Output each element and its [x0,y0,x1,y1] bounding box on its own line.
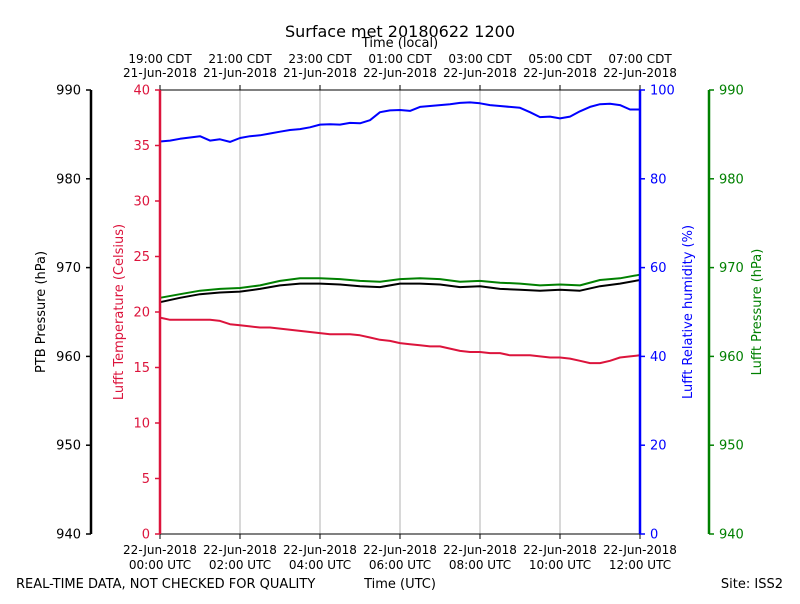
rh-tick-label: 100 [650,84,675,99]
ptb-tick-label: 970 [56,261,81,276]
lufft_p-tick-label: 960 [719,350,744,365]
x-tick-label-date: 22-Jun-2018 [123,543,197,557]
footer-right: Site: ISS2 [721,577,783,592]
top-tick-label-date: 22-Jun-2018 [603,66,677,80]
temp-tick-label: 15 [133,361,150,376]
x-tick-label-time: 04:00 UTC [289,558,351,572]
ptb-tick-label: 960 [56,350,81,365]
lufft_p-tick-label: 940 [719,528,744,543]
top-tick-label-time: 07:00 CDT [608,52,672,66]
gridlines [239,90,561,534]
temp-tick-label: 5 [142,472,150,487]
rh-tick-label: 20 [650,439,667,454]
lufft_p-tick-label: 970 [719,261,744,276]
x-tick-label-time: 10:00 UTC [529,558,591,572]
top-tick-label-time: 05:00 CDT [528,52,592,66]
ptb-tick-label: 980 [56,172,81,187]
ptb-tick-label: 950 [56,439,81,454]
rh-tick-label: 60 [650,261,667,276]
top-tick-label-date: 22-Jun-2018 [363,66,437,80]
lufft_p-tick-label: 950 [719,439,744,454]
rh-tick-label: 40 [650,350,667,365]
x-tick-label-time: 06:00 UTC [369,558,431,572]
lufft_p-tick-label: 990 [719,84,744,99]
rh-tick-label: 0 [650,528,658,543]
temp-tick-label: 25 [133,250,150,265]
x-tick-label-time: 12:00 UTC [609,558,671,572]
top-tick-label-date: 21-Jun-2018 [123,66,197,80]
x-tick-label-date: 22-Jun-2018 [283,543,357,557]
top-tick-label-date: 21-Jun-2018 [203,66,277,80]
x-tick-label-date: 22-Jun-2018 [203,543,277,557]
x-axis-label: Time (UTC) [363,577,436,592]
x-tick-label-time: 08:00 UTC [449,558,511,572]
ptb-axis-label: PTB Pressure (hPa) [34,251,49,373]
series-group [159,101,641,365]
x-tick-label-date: 22-Jun-2018 [443,543,517,557]
temp-axis-label: Lufft Temperature (Celsius) [112,224,127,400]
lufft-pressure-axis-label: Lufft Pressure (hPa) [750,249,765,376]
top-tick-label-time: 03:00 CDT [448,52,512,66]
temp-tick-label: 10 [133,417,150,432]
ptb-tick-label: 990 [56,84,81,99]
x-tick-label-date: 22-Jun-2018 [363,543,437,557]
top-axis-title: Time (local) [361,36,438,51]
temp-tick-label: 40 [133,84,150,99]
chart-title: Surface met 20180622 1200 [285,22,515,41]
series-line-lufft_p [159,273,641,299]
x-tick-label-date: 22-Jun-2018 [603,543,677,557]
series-line-rh [159,101,640,143]
series-line-temp [159,316,641,365]
top-tick-label-time: 21:00 CDT [208,52,272,66]
temp-tick-label: 35 [133,139,150,154]
temp-tick-label: 30 [133,195,150,210]
series-line-ptb [159,279,641,304]
temp-tick-label: 20 [133,306,150,321]
rh-axis-label: Lufft Relative humidity (%) [681,225,696,399]
top-tick-label-time: 23:00 CDT [288,52,352,66]
x-tick-label-date: 22-Jun-2018 [523,543,597,557]
footer-left: REAL-TIME DATA, NOT CHECKED FOR QUALITY [16,577,315,592]
x-tick-label-time: 02:00 UTC [209,558,271,572]
top-tick-label-time: 01:00 CDT [368,52,432,66]
top-tick-label-date: 22-Jun-2018 [523,66,597,80]
rh-tick-label: 80 [650,172,667,187]
x-tick-label-time: 00:00 UTC [129,558,191,572]
ptb-tick-label: 940 [56,528,81,543]
top-tick-label-date: 21-Jun-2018 [283,66,357,80]
top-tick-label-time: 19:00 CDT [128,52,192,66]
temp-tick-label: 0 [142,528,150,543]
lufft_p-tick-label: 980 [719,172,744,187]
top-tick-label-date: 22-Jun-2018 [443,66,517,80]
